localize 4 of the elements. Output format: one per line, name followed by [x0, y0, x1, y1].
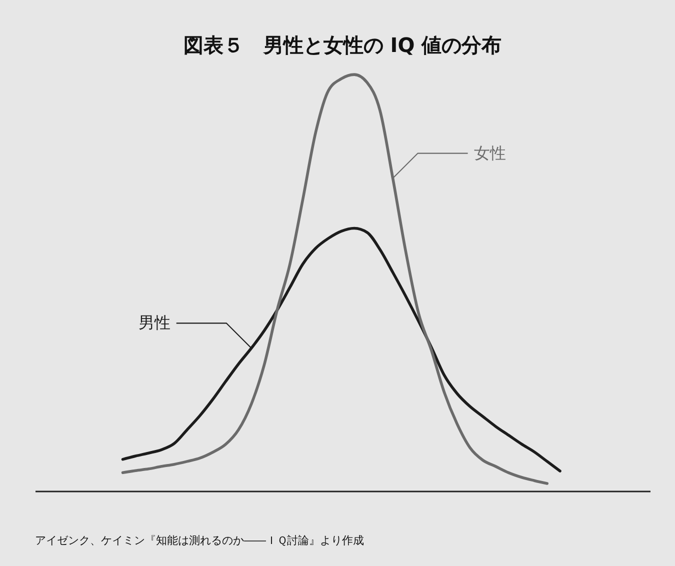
- chart-title: 図表５ 男性と女性の IQ 値の分布: [183, 33, 502, 57]
- text: 男性: [138, 313, 170, 332]
- text: 女性: [474, 143, 506, 162]
- text: アイゼンク、ケイミン『知能は測れるのか――ＩＱ討論』より作成: [35, 534, 364, 547]
